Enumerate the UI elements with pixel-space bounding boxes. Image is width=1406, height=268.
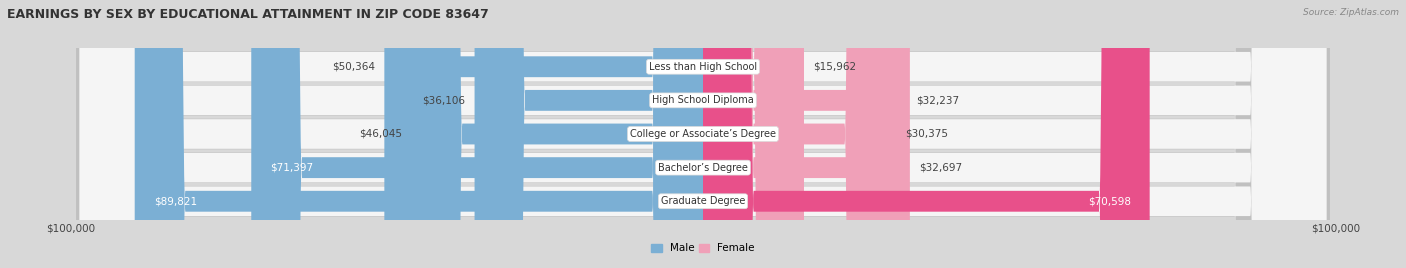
Text: $32,237: $32,237 xyxy=(917,95,959,105)
FancyBboxPatch shape xyxy=(703,0,896,268)
FancyBboxPatch shape xyxy=(76,0,1330,268)
Text: $36,106: $36,106 xyxy=(422,95,465,105)
FancyBboxPatch shape xyxy=(76,0,1330,268)
Text: $71,397: $71,397 xyxy=(270,163,314,173)
Text: $32,697: $32,697 xyxy=(920,163,963,173)
FancyBboxPatch shape xyxy=(80,0,1326,268)
Text: Less than High School: Less than High School xyxy=(650,62,756,72)
FancyBboxPatch shape xyxy=(384,0,703,268)
FancyBboxPatch shape xyxy=(135,0,703,268)
FancyBboxPatch shape xyxy=(703,0,910,268)
FancyBboxPatch shape xyxy=(703,0,907,268)
FancyBboxPatch shape xyxy=(703,0,1150,268)
Text: $46,045: $46,045 xyxy=(359,129,402,139)
Text: Graduate Degree: Graduate Degree xyxy=(661,196,745,206)
FancyBboxPatch shape xyxy=(76,0,1330,268)
Text: Bachelor’s Degree: Bachelor’s Degree xyxy=(658,163,748,173)
Text: $50,364: $50,364 xyxy=(332,62,375,72)
Text: High School Diploma: High School Diploma xyxy=(652,95,754,105)
FancyBboxPatch shape xyxy=(252,0,703,268)
FancyBboxPatch shape xyxy=(80,0,1326,268)
Text: Source: ZipAtlas.com: Source: ZipAtlas.com xyxy=(1303,8,1399,17)
FancyBboxPatch shape xyxy=(80,0,1326,268)
FancyBboxPatch shape xyxy=(80,0,1326,268)
Text: EARNINGS BY SEX BY EDUCATIONAL ATTAINMENT IN ZIP CODE 83647: EARNINGS BY SEX BY EDUCATIONAL ATTAINMEN… xyxy=(7,8,489,21)
Text: College or Associate’s Degree: College or Associate’s Degree xyxy=(630,129,776,139)
FancyBboxPatch shape xyxy=(703,0,804,268)
FancyBboxPatch shape xyxy=(412,0,703,268)
FancyBboxPatch shape xyxy=(80,0,1326,268)
Legend: Male, Female: Male, Female xyxy=(647,239,759,258)
FancyBboxPatch shape xyxy=(76,0,1330,268)
FancyBboxPatch shape xyxy=(76,0,1330,268)
Text: $89,821: $89,821 xyxy=(153,196,197,206)
Text: $15,962: $15,962 xyxy=(814,62,856,72)
Text: $30,375: $30,375 xyxy=(904,129,948,139)
FancyBboxPatch shape xyxy=(475,0,703,268)
Text: $70,598: $70,598 xyxy=(1088,196,1130,206)
